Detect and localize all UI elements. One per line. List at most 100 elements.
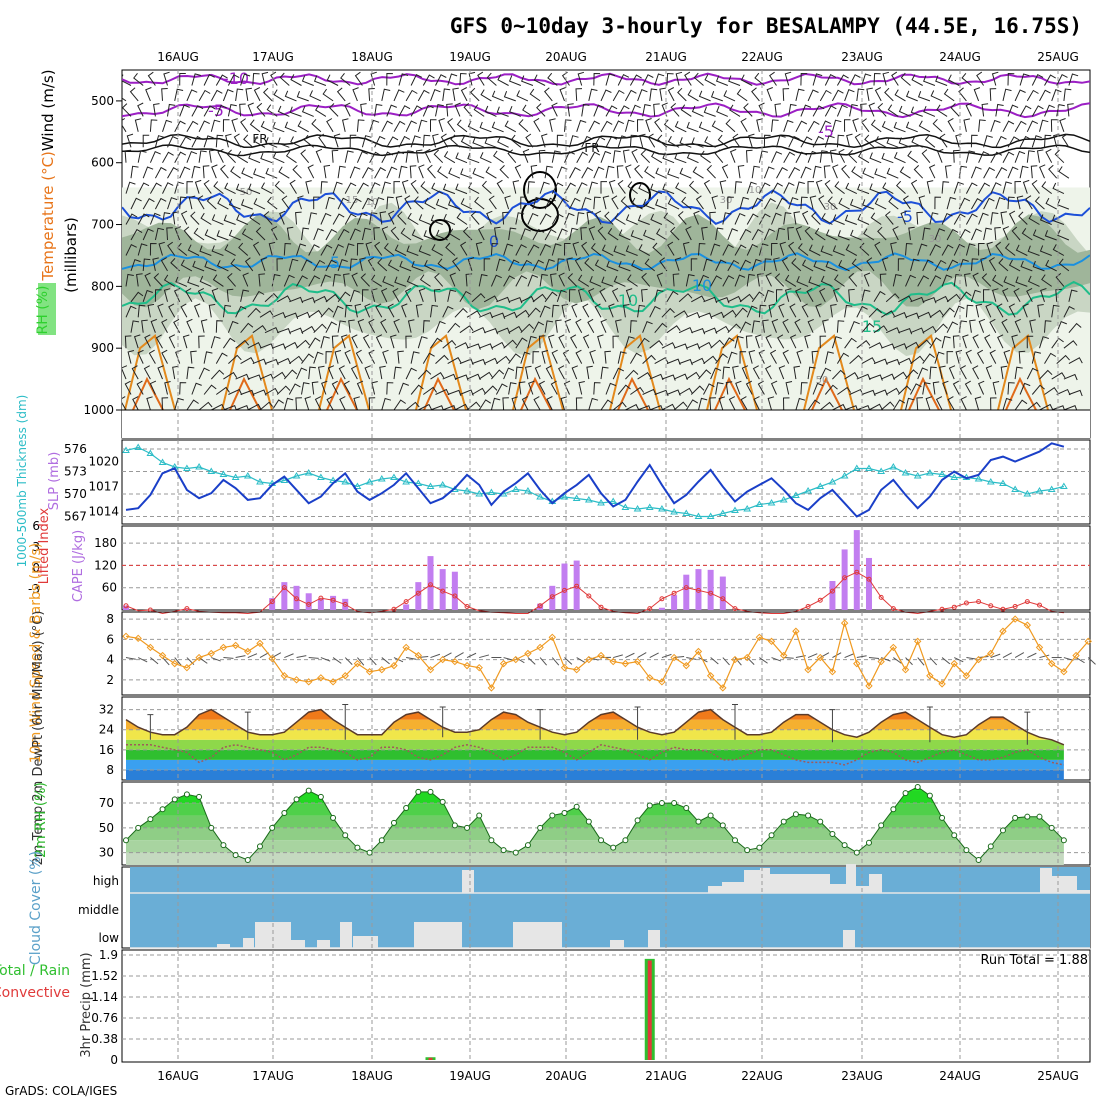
rh-point — [927, 793, 932, 798]
rh-point — [282, 810, 287, 815]
precip-tick-label: 1.52 — [91, 969, 118, 983]
thickness-tick-label: 576 — [64, 442, 87, 456]
rh-point — [842, 843, 847, 848]
rh-point — [489, 838, 494, 843]
high-cloud-bar — [744, 870, 760, 893]
thickness-tick-label: 573 — [64, 465, 87, 479]
wind-tick-label: 8 — [106, 612, 114, 626]
precip-convective-bar — [648, 961, 652, 1060]
y-tick-label: 900 — [91, 341, 114, 355]
top-date-label: 23AUG — [841, 50, 883, 64]
contour-label: FR — [584, 141, 599, 155]
top-date-label: 24AUG — [939, 50, 981, 64]
top-date-label: 19AUG — [449, 50, 491, 64]
bottom-date-label: 17AUG — [252, 1069, 294, 1083]
rh-point — [1025, 814, 1030, 819]
below-surface-mask — [122, 410, 1090, 438]
rh-point — [659, 801, 664, 806]
bottom-date-label: 20AUG — [545, 1069, 587, 1083]
low-cloud-bar — [317, 940, 330, 948]
high-cloud-bar — [846, 864, 856, 893]
top-date-label: 22AUG — [741, 50, 783, 64]
low-cloud-bar — [291, 940, 305, 948]
high-cloud-bar — [869, 874, 882, 893]
temp-tick-label: 8 — [106, 763, 114, 777]
high-cloud-bar — [770, 874, 830, 893]
low-cloud-bar — [243, 938, 254, 948]
wind-tick-label: 4 — [106, 653, 114, 667]
temp-band — [122, 750, 1090, 760]
rh-point — [562, 810, 567, 815]
thickness-tick-label: 567 — [64, 510, 87, 524]
cape-bar — [415, 582, 421, 610]
wind-tick-label: 6 — [106, 632, 114, 646]
rh-point — [806, 813, 811, 818]
rh-point — [440, 799, 445, 804]
rh-point — [903, 791, 908, 796]
rh-point — [733, 838, 738, 843]
panel-ylabel-part: 3hr Precip (mm) — [79, 952, 94, 1057]
precip-total-legend: Total / Rain — [0, 963, 70, 979]
rh-point — [416, 789, 421, 794]
cape-bar — [866, 558, 872, 610]
cloud-level-label: middle — [78, 903, 119, 917]
panel-ylabel: (millibars) — [62, 217, 80, 293]
rh-point — [720, 823, 725, 828]
rh-point — [708, 813, 713, 818]
rh-point — [160, 807, 165, 812]
cape-bar — [671, 595, 677, 610]
low-cloud-bar — [353, 936, 378, 948]
bottom-date-label: 25AUG — [1037, 1069, 1079, 1083]
rh-point — [172, 797, 177, 802]
rh-point — [124, 838, 129, 843]
rh-point — [769, 833, 774, 838]
rh-point — [745, 848, 750, 853]
rh-point — [696, 819, 701, 824]
rh-point — [525, 843, 530, 848]
panel-ylabel-part: Temperature (°C) — [39, 151, 57, 281]
rh-point — [940, 815, 945, 820]
slp-tick-label: 1020 — [88, 455, 119, 469]
cape-tick-label: 180 — [94, 536, 117, 550]
rh-legend-swatch — [38, 283, 56, 335]
rh-point — [550, 813, 555, 818]
rh-point — [477, 813, 482, 818]
rh-point — [830, 832, 835, 837]
low-cloud-bar — [513, 922, 562, 948]
rh-point — [611, 845, 616, 850]
rh-point — [1013, 815, 1018, 820]
rh-point — [964, 848, 969, 853]
panel-ylabel-part: (millibars) — [62, 217, 80, 293]
panel-ylabel: CAPE (J/kg) — [71, 530, 86, 602]
high-cloud-bar — [722, 882, 744, 893]
precip-tick-label: 0 — [110, 1053, 118, 1067]
high-cloud-bar — [708, 886, 722, 893]
rh-point — [586, 819, 591, 824]
rh-point — [635, 818, 640, 823]
rh-point — [428, 789, 433, 794]
cloud-level-label: high — [93, 874, 119, 888]
panel-ylabel: Cloud Cover (%) — [28, 851, 44, 965]
bottom-date-label: 22AUG — [741, 1069, 783, 1083]
bottom-date-label: 18AUG — [351, 1069, 393, 1083]
rh-point — [623, 838, 628, 843]
panel-ylabel: 3hr Precip (mm) — [79, 952, 94, 1057]
rh-point — [672, 801, 677, 806]
rh-point — [793, 812, 798, 817]
wind-tick-label: 2 — [106, 673, 114, 687]
precip-tick-label: 1.14 — [91, 990, 118, 1004]
rh-point — [136, 825, 141, 830]
run-total-label: Run Total = 1.88 — [980, 953, 1088, 968]
rh-tick-label: 50 — [99, 821, 114, 835]
bottom-date-label: 23AUG — [841, 1069, 883, 1083]
rh-point — [891, 807, 896, 812]
y-tick-label: 700 — [91, 218, 114, 232]
y-tick-label: 600 — [91, 156, 114, 170]
temp-band — [122, 760, 1090, 770]
high-cloud-bar — [1040, 868, 1052, 893]
rh-point — [343, 833, 348, 838]
high-cloud-bar — [830, 884, 846, 893]
bottom-date-label: 19AUG — [449, 1069, 491, 1083]
rh-point — [221, 843, 226, 848]
